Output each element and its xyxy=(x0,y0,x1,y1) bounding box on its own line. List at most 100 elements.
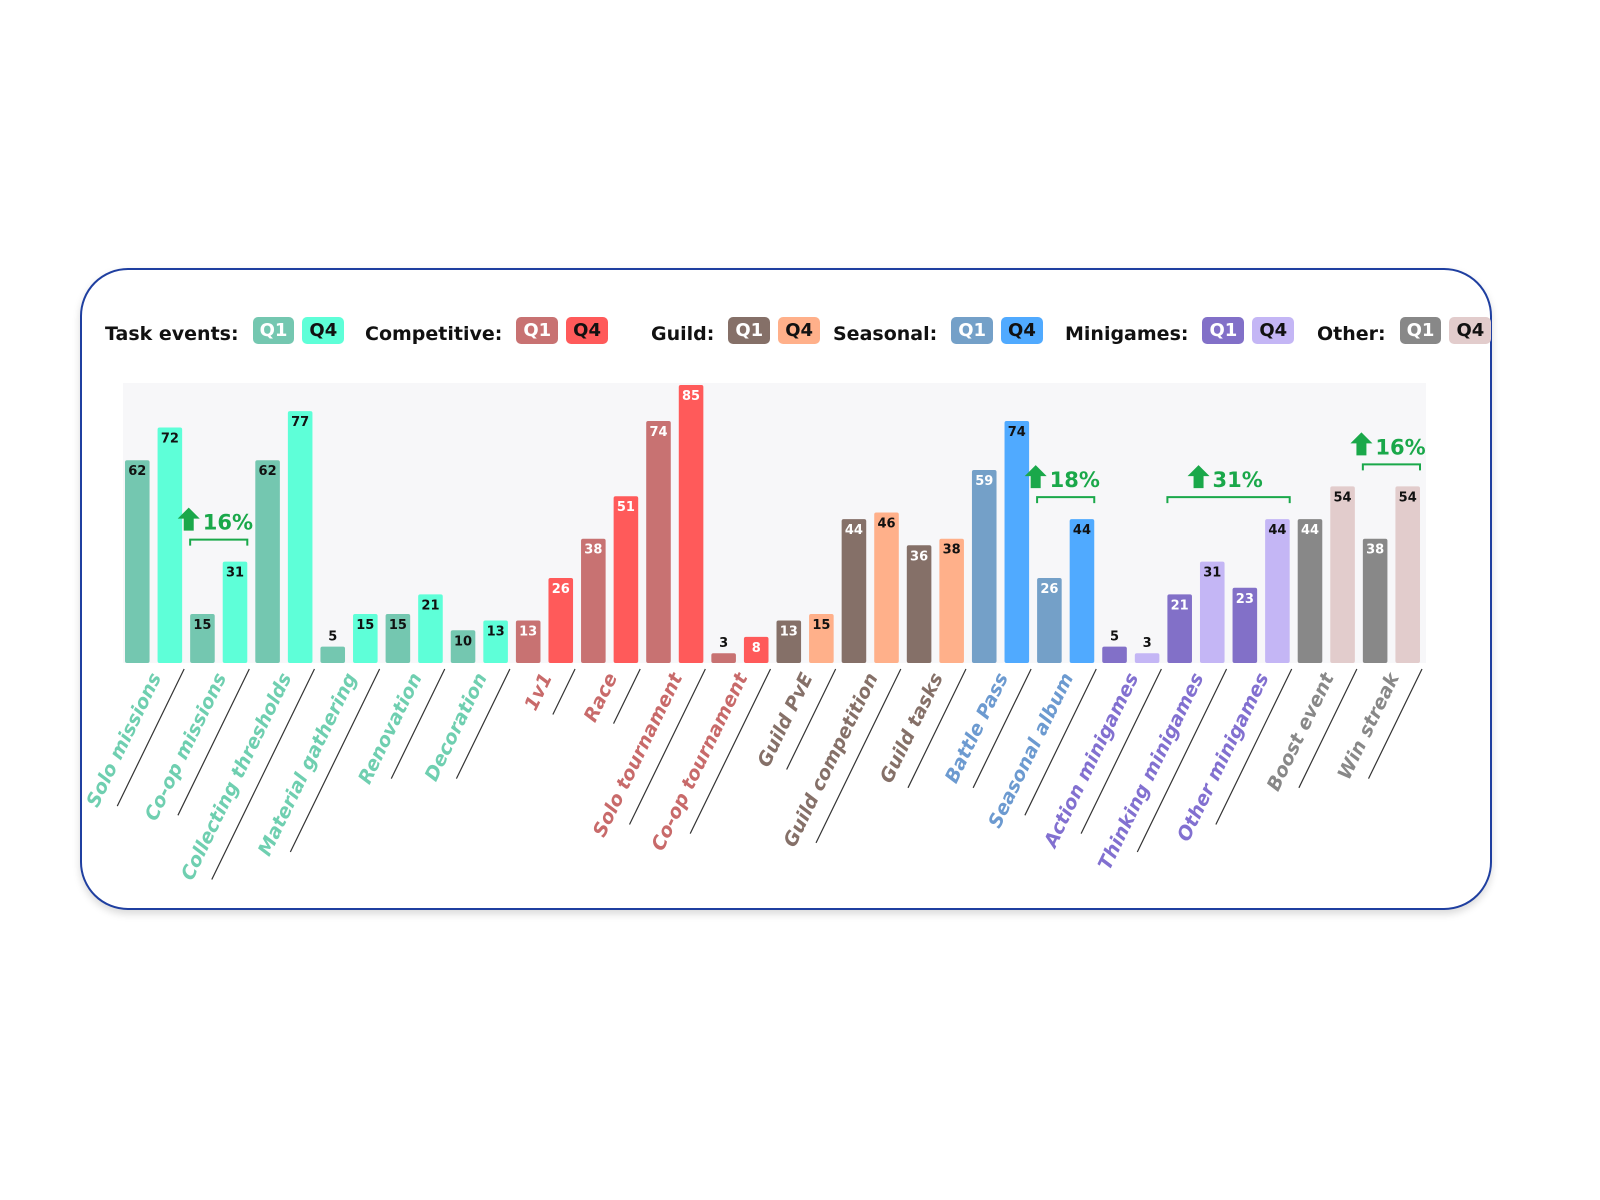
data-label: 23 xyxy=(1236,592,1254,607)
bar-q1 xyxy=(971,470,997,663)
legend-swatch-q1: Q1 xyxy=(728,316,771,344)
bar-q4 xyxy=(1004,420,1030,663)
data-label: 15 xyxy=(389,618,407,633)
separator-line xyxy=(972,668,1032,789)
bar-q1 xyxy=(646,420,671,663)
data-label: 8 xyxy=(752,641,761,656)
bar-q4 xyxy=(809,613,834,663)
data-label: 26 xyxy=(552,582,570,597)
legend-group: Seasonal: Q1 Q4 xyxy=(833,315,1043,345)
legend-swatch-q1: Q1 xyxy=(1202,316,1245,344)
data-label: 15 xyxy=(356,618,374,633)
bar-q4 xyxy=(157,427,183,663)
bar-q1 xyxy=(515,620,541,663)
arrow-up-icon xyxy=(177,507,200,531)
data-label: 3 xyxy=(719,636,728,651)
bar-q1 xyxy=(125,460,150,663)
bar-q1 xyxy=(1362,538,1388,663)
bar-q4 xyxy=(483,620,508,663)
legend-swatch-q1: Q1 xyxy=(516,316,559,344)
legend-group: Guild: Q1 Q4 xyxy=(651,315,821,345)
arrow-up-icon xyxy=(1187,465,1210,489)
bracket xyxy=(1036,496,1096,504)
separator-line xyxy=(211,668,315,880)
growth-label: 18% xyxy=(1050,468,1100,492)
legend-swatch-q4: Q4 xyxy=(1001,316,1043,344)
data-label: 26 xyxy=(1040,582,1058,597)
data-label: 13 xyxy=(780,624,798,639)
data-label: 44 xyxy=(1268,523,1286,538)
separator-line xyxy=(786,668,837,770)
data-label: 5 xyxy=(328,630,337,645)
separator-line xyxy=(1298,668,1358,789)
separator-line xyxy=(552,668,576,715)
separator-line xyxy=(1024,668,1097,816)
data-label: 5 xyxy=(1110,630,1119,645)
bar-q4 xyxy=(287,411,313,663)
legend-title: Other: xyxy=(1317,323,1386,345)
data-label: 21 xyxy=(421,598,439,613)
data-label: 38 xyxy=(943,543,961,558)
legend-swatch-q1: Q1 xyxy=(1399,316,1442,344)
separator-line xyxy=(177,668,250,816)
separator-line xyxy=(689,668,772,834)
bracket xyxy=(189,538,249,546)
data-label: 15 xyxy=(193,618,211,633)
separator-line xyxy=(289,668,381,853)
bar-q1 xyxy=(1297,519,1323,663)
separator-line xyxy=(390,668,446,779)
category-label: Boost event xyxy=(1263,669,1339,795)
data-label: 74 xyxy=(1008,425,1026,440)
growth-label: 16% xyxy=(203,511,253,535)
legend-title: Seasonal: xyxy=(833,323,938,345)
legend-title: Minigames: xyxy=(1065,323,1189,345)
data-label: 62 xyxy=(128,464,146,479)
legend: Task events: Q1 Q4 Competitive: Q1 Q4 Guild: Q1… xyxy=(105,315,1492,355)
data-label: 85 xyxy=(682,389,700,404)
data-label: 51 xyxy=(617,500,635,515)
growth-label: 16% xyxy=(1375,435,1425,459)
bar-q4 xyxy=(1265,519,1290,663)
data-label: 36 xyxy=(910,549,928,564)
data-label: 74 xyxy=(649,425,667,440)
data-label: 38 xyxy=(584,543,602,558)
separator-line xyxy=(907,668,967,789)
arrow-up-icon xyxy=(1350,432,1373,456)
legend-swatch-q4: Q4 xyxy=(1252,316,1295,344)
data-label: 54 xyxy=(1399,490,1417,505)
bar-q4 xyxy=(1199,561,1225,663)
bar-q4 xyxy=(613,496,639,663)
category-label: Race xyxy=(580,669,622,725)
separator-line xyxy=(455,668,511,779)
bar-q4 xyxy=(743,636,769,663)
bar-q4 xyxy=(874,512,899,663)
separator-line xyxy=(613,668,641,724)
bar-q1 xyxy=(1167,594,1192,663)
bar-q4 xyxy=(1069,519,1095,663)
data-label: 72 xyxy=(161,432,179,447)
legend-swatch-q4: Q4 xyxy=(1449,316,1492,344)
data-label: 44 xyxy=(1073,523,1091,538)
legend-group: Competitive: Q1 Q4 xyxy=(365,315,608,345)
data-label: 54 xyxy=(1334,490,1352,505)
separator-line xyxy=(116,668,185,807)
bar-q1 xyxy=(1102,646,1127,663)
bar-q4 xyxy=(1134,653,1160,663)
data-label: 77 xyxy=(291,415,309,430)
data-label: 3 xyxy=(1143,636,1152,651)
data-label: 44 xyxy=(1301,523,1319,538)
bar-q1 xyxy=(255,460,280,663)
arrow-up-icon xyxy=(1024,465,1047,489)
bar-q1 xyxy=(906,545,932,663)
data-label: 10 xyxy=(454,634,472,649)
legend-group: Other: Q1 Q4 xyxy=(1317,315,1492,345)
bar-q4 xyxy=(418,594,443,663)
data-label: 62 xyxy=(259,464,277,479)
data-label: 13 xyxy=(519,624,537,639)
legend-title: Competitive: xyxy=(365,323,503,345)
growth-label: 31% xyxy=(1213,468,1263,492)
bracket xyxy=(1166,496,1291,504)
bar-q4 xyxy=(353,613,378,663)
separator-line xyxy=(1136,668,1228,853)
